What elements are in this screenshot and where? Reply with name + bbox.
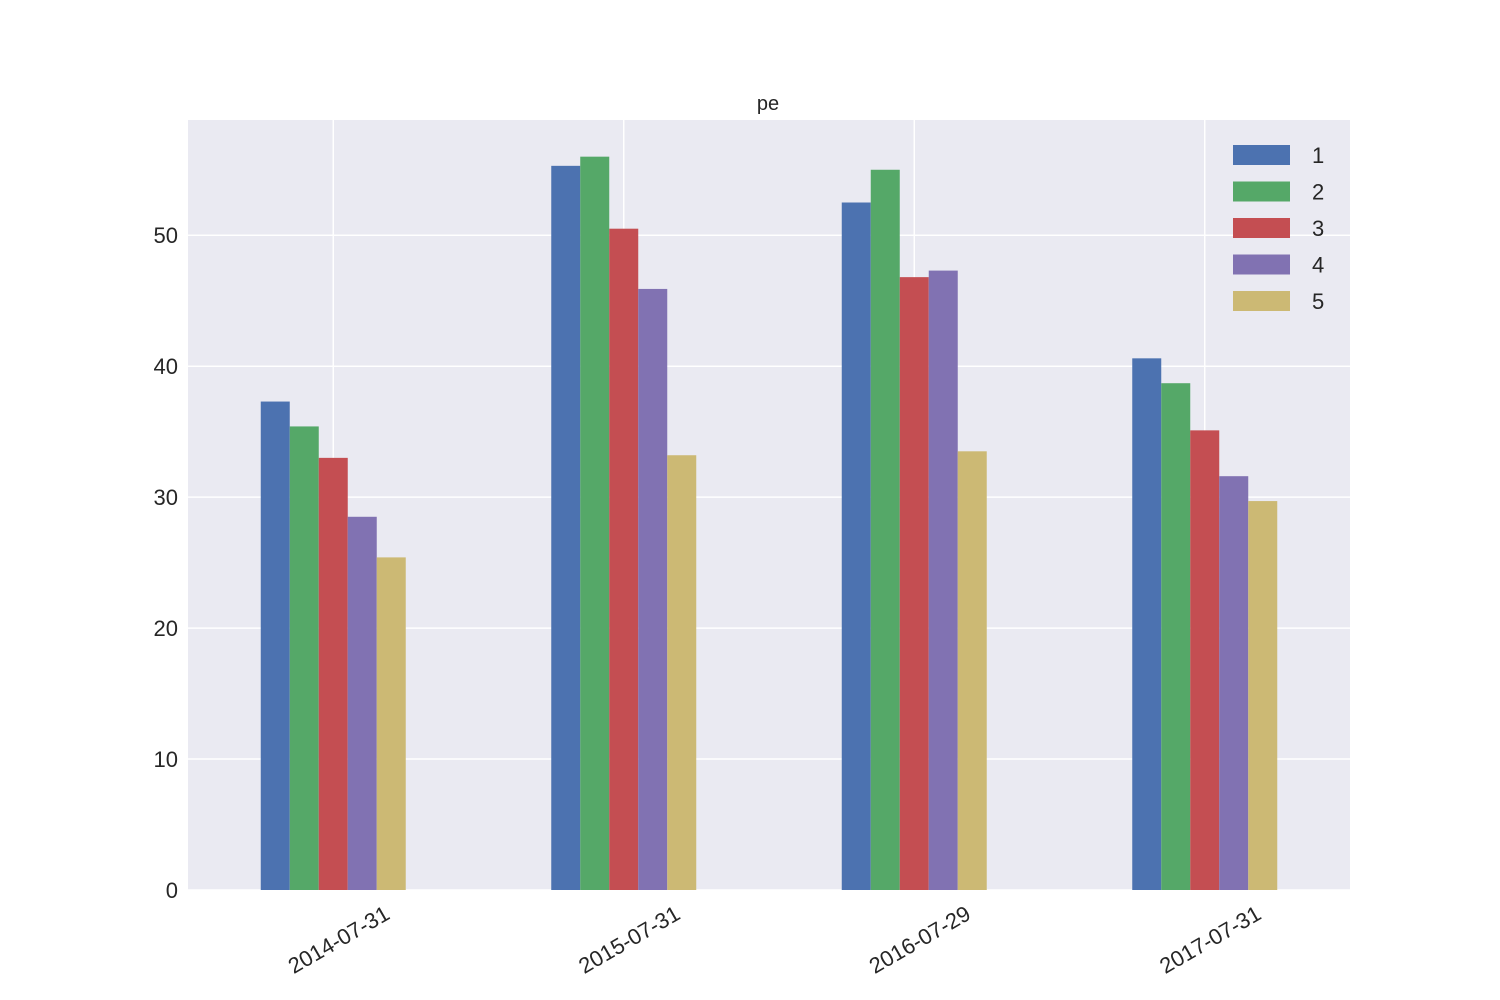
x-tick-label: 2014-07-31 bbox=[284, 901, 394, 979]
bars bbox=[260, 156, 1278, 891]
y-tick-label: 30 bbox=[154, 485, 178, 510]
bar bbox=[638, 288, 668, 890]
legend-swatch bbox=[1233, 181, 1290, 202]
legend-swatch bbox=[1233, 254, 1290, 275]
bar bbox=[870, 169, 900, 890]
chart-title: pe bbox=[757, 93, 779, 115]
bar bbox=[957, 451, 987, 890]
bar bbox=[1132, 358, 1162, 890]
legend: 1 2 3 4 5 bbox=[1233, 143, 1324, 314]
legend-label: 2 bbox=[1312, 180, 1324, 205]
bar bbox=[376, 557, 406, 890]
y-tick-label: 10 bbox=[154, 747, 178, 772]
bar bbox=[580, 156, 610, 890]
bar bbox=[1248, 501, 1278, 890]
legend-label: 3 bbox=[1312, 216, 1324, 241]
bar bbox=[260, 401, 290, 890]
bar bbox=[551, 165, 581, 891]
y-tick-label: 0 bbox=[166, 878, 178, 903]
y-tick-label: 40 bbox=[154, 354, 178, 379]
legend-swatch bbox=[1233, 145, 1290, 165]
y-axis: 0 10 20 30 40 50 bbox=[154, 223, 178, 903]
bar bbox=[318, 457, 348, 890]
bar bbox=[841, 202, 871, 890]
bar bbox=[1190, 430, 1220, 890]
y-tick-label: 50 bbox=[154, 223, 178, 248]
bar bbox=[667, 455, 697, 890]
legend-label: 5 bbox=[1312, 289, 1324, 314]
legend-label: 4 bbox=[1312, 253, 1324, 278]
y-tick-label: 20 bbox=[154, 616, 178, 641]
bar bbox=[1161, 383, 1191, 890]
bar bbox=[347, 516, 377, 890]
x-axis: 2014-07-31 2015-07-31 2016-07-29 2017-07-31 bbox=[284, 901, 1265, 979]
legend-swatch bbox=[1233, 291, 1290, 311]
x-tick-label: 2016-07-29 bbox=[865, 901, 975, 979]
bar bbox=[1219, 476, 1249, 890]
bar bbox=[289, 426, 319, 890]
bar bbox=[899, 277, 929, 891]
bar bbox=[609, 228, 639, 890]
x-tick-label: 2015-07-31 bbox=[574, 901, 684, 979]
legend-swatch bbox=[1233, 218, 1290, 238]
bar bbox=[928, 270, 958, 891]
x-tick-label: 2017-07-31 bbox=[1155, 901, 1265, 979]
legend-label: 1 bbox=[1312, 143, 1324, 168]
